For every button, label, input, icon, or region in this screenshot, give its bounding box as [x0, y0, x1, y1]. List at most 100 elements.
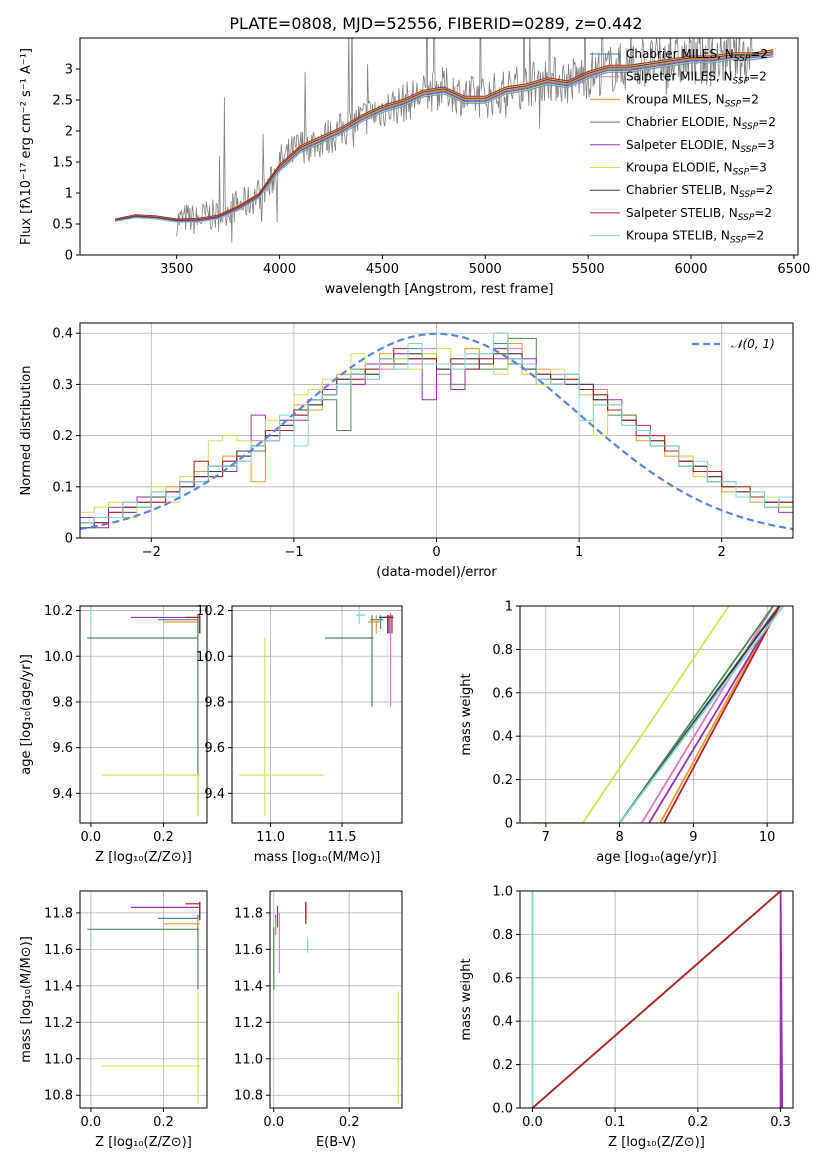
- legend-entry: Salpeter MILES, NSSP=2: [626, 70, 767, 87]
- legend-entry: 𝒩(0, 1): [731, 337, 775, 351]
- x-tick-label: 0: [432, 545, 440, 560]
- y-tick-label: 10.2: [44, 604, 73, 619]
- x-tick-label: 0.2: [153, 830, 174, 845]
- y-tick-label: 0.4: [52, 327, 73, 342]
- x-tick-label: 0.2: [153, 1115, 174, 1130]
- panel-1: 3500 4000 4500 5000 5500 6000 6500 0 0.5 1 1.5 2 2.5…: [19, 37, 810, 297]
- x-axis-label: E(B-V): [316, 1135, 356, 1150]
- y-axis-label: mass weight: [459, 673, 474, 755]
- y-axis-label: mass [log₁₀(M/M⊙)]: [19, 936, 34, 1063]
- y-tick-label: 0.0: [492, 1102, 513, 1117]
- cumulative-mass-line: [648, 606, 781, 823]
- spectrum-title: PLATE=0808, MJD=52556, FIBERID=0289, z=0…: [229, 14, 642, 33]
- cumulative-mass-line: [531, 891, 782, 1108]
- legend-entry: Chabrier ELODIE, NSSP=2: [626, 115, 776, 132]
- y-tick-label: 0.6: [492, 971, 513, 986]
- x-tick-label: 8: [615, 830, 623, 845]
- y-tick-label: 0.6: [492, 686, 513, 701]
- plot-area: [531, 606, 785, 823]
- y-tick-label: 0.1: [52, 480, 73, 495]
- y-axis-label: Normed distribution: [19, 366, 34, 496]
- y-tick-label: 11.6: [234, 943, 263, 958]
- x-tick-label: 10: [759, 830, 776, 845]
- plot-area: [531, 891, 784, 1108]
- y-tick-label: 11.8: [234, 906, 263, 921]
- panel-8: 0.0 0.1 0.2 0.3 0.0 0.2 0.4 0.6 0.8 1.0 Z [log₁₀(Z…: [459, 885, 794, 1150]
- x-axis-label: (data-model)/error: [376, 565, 497, 580]
- y-tick-label: 0.8: [492, 643, 513, 658]
- legend-entry: Kroupa ELODIE, NSSP=3: [626, 161, 767, 178]
- y-tick-label: 9.8: [204, 695, 225, 710]
- y-tick-label: 0: [65, 532, 73, 547]
- axes-frame: [269, 890, 403, 1109]
- y-tick-label: 11.0: [44, 1052, 73, 1067]
- y-tick-label: 0: [65, 249, 73, 264]
- x-tick-label: 5000: [469, 262, 502, 277]
- y-tick-label: 0.4: [492, 1015, 513, 1030]
- x-tick-label: 11.5: [328, 830, 357, 845]
- axes-frame: [79, 605, 208, 824]
- y-tick-label: 11.0: [234, 1052, 263, 1067]
- x-tick-label: 3500: [160, 262, 193, 277]
- y-tick-label: 1: [505, 600, 513, 615]
- y-tick-label: 0.8: [492, 928, 513, 943]
- x-tick-label: −1: [284, 545, 303, 560]
- y-tick-label: 0.3: [52, 378, 73, 393]
- x-tick-label: 1: [575, 545, 583, 560]
- x-tick-label: 4500: [366, 262, 399, 277]
- axes-frame: [519, 890, 794, 1109]
- legend-entry: Salpeter ELODIE, NSSP=3: [626, 138, 775, 155]
- y-tick-label: 1.5: [52, 156, 73, 171]
- panel-3: 0.0 0.2 9.4 9.6 9.8 10.0 10.2 Z [log₁₀(Z/Z⊙)] ag…: [19, 604, 208, 865]
- plots-layer: 3500 4000 4500 5000 5500 6000 650000.511.522.5…: [19, 37, 810, 1150]
- plot-area: [239, 606, 394, 817]
- model-spectrum-line: [114, 51, 774, 221]
- x-tick-label: 5500: [572, 262, 605, 277]
- model-spectrum-line: [114, 51, 774, 221]
- x-axis-label: Z [log₁₀(Z/Z⊙)]: [95, 1135, 192, 1150]
- cumulative-mass-line: [531, 606, 730, 823]
- plot-area: [273, 901, 399, 1105]
- y-tick-label: 9.4: [204, 787, 225, 802]
- panel-6: 0.0 0.2 10.8 11.0 11.2 11.4 11.6 11.8 Z [log₁₀(Z…: [19, 890, 208, 1150]
- legend-entry: Chabrier STELIB, NSSP=2: [626, 183, 773, 200]
- panel-2: −2 −1 0 1 2 0 0.1 0.2 0.3 0.4 (data-model)/error No…: [19, 322, 794, 580]
- plot-area: [80, 332, 793, 531]
- x-tick-label: 7: [542, 830, 550, 845]
- x-axis-label: age [log₁₀(age/yr)]: [596, 850, 717, 865]
- y-tick-label: 0.4: [492, 730, 513, 745]
- x-tick-label: 6500: [777, 262, 810, 277]
- y-tick-label: 11.4: [44, 979, 73, 994]
- x-axis-label: Z [log₁₀(Z/Z⊙)]: [95, 850, 192, 865]
- x-tick-label: 0.1: [605, 1115, 626, 1130]
- plot-area: [87, 606, 201, 817]
- plot-area: [87, 901, 201, 1105]
- y-axis-label: age [log₁₀(age/yr)]: [19, 654, 34, 775]
- y-tick-label: 0.5: [52, 218, 73, 233]
- y-tick-label: 10.8: [44, 1089, 73, 1104]
- y-tick-label: 0: [505, 817, 513, 832]
- cumulative-mass-line: [640, 606, 774, 823]
- cumulative-mass-line: [663, 606, 781, 823]
- y-tick-label: 10.8: [234, 1089, 263, 1104]
- legend-entry: Kroupa MILES, NSSP=2: [626, 92, 759, 109]
- model-spectrum-line: [114, 55, 774, 223]
- axes-frame: [79, 322, 794, 539]
- x-tick-label: 0.0: [522, 1115, 543, 1130]
- x-tick-label: 4000: [263, 262, 296, 277]
- y-tick-label: 3: [65, 63, 73, 78]
- y-tick-label: 1.0: [492, 885, 513, 900]
- y-tick-label: 2.5: [52, 94, 73, 109]
- x-tick-label: 2: [718, 545, 726, 560]
- gaussian-reference-curve: [80, 332, 793, 531]
- model-spectrum-line: [114, 54, 774, 222]
- x-tick-label: 0.0: [263, 1115, 284, 1130]
- x-axis-label: mass [log₁₀(M/M⊙)]: [254, 850, 381, 865]
- legend-entry: Kroupa STELIB, NSSP=2: [626, 229, 764, 246]
- y-axis-label: Flux [fλ10⁻¹⁷ erg cm⁻² s⁻¹ A⁻¹]: [19, 48, 34, 245]
- x-tick-label: −2: [142, 545, 161, 560]
- x-axis-label: wavelength [Angstrom, rest frame]: [325, 282, 554, 297]
- x-axis-label: Z [log₁₀(Z/Z⊙)]: [608, 1135, 705, 1150]
- y-tick-label: 9.6: [204, 741, 225, 756]
